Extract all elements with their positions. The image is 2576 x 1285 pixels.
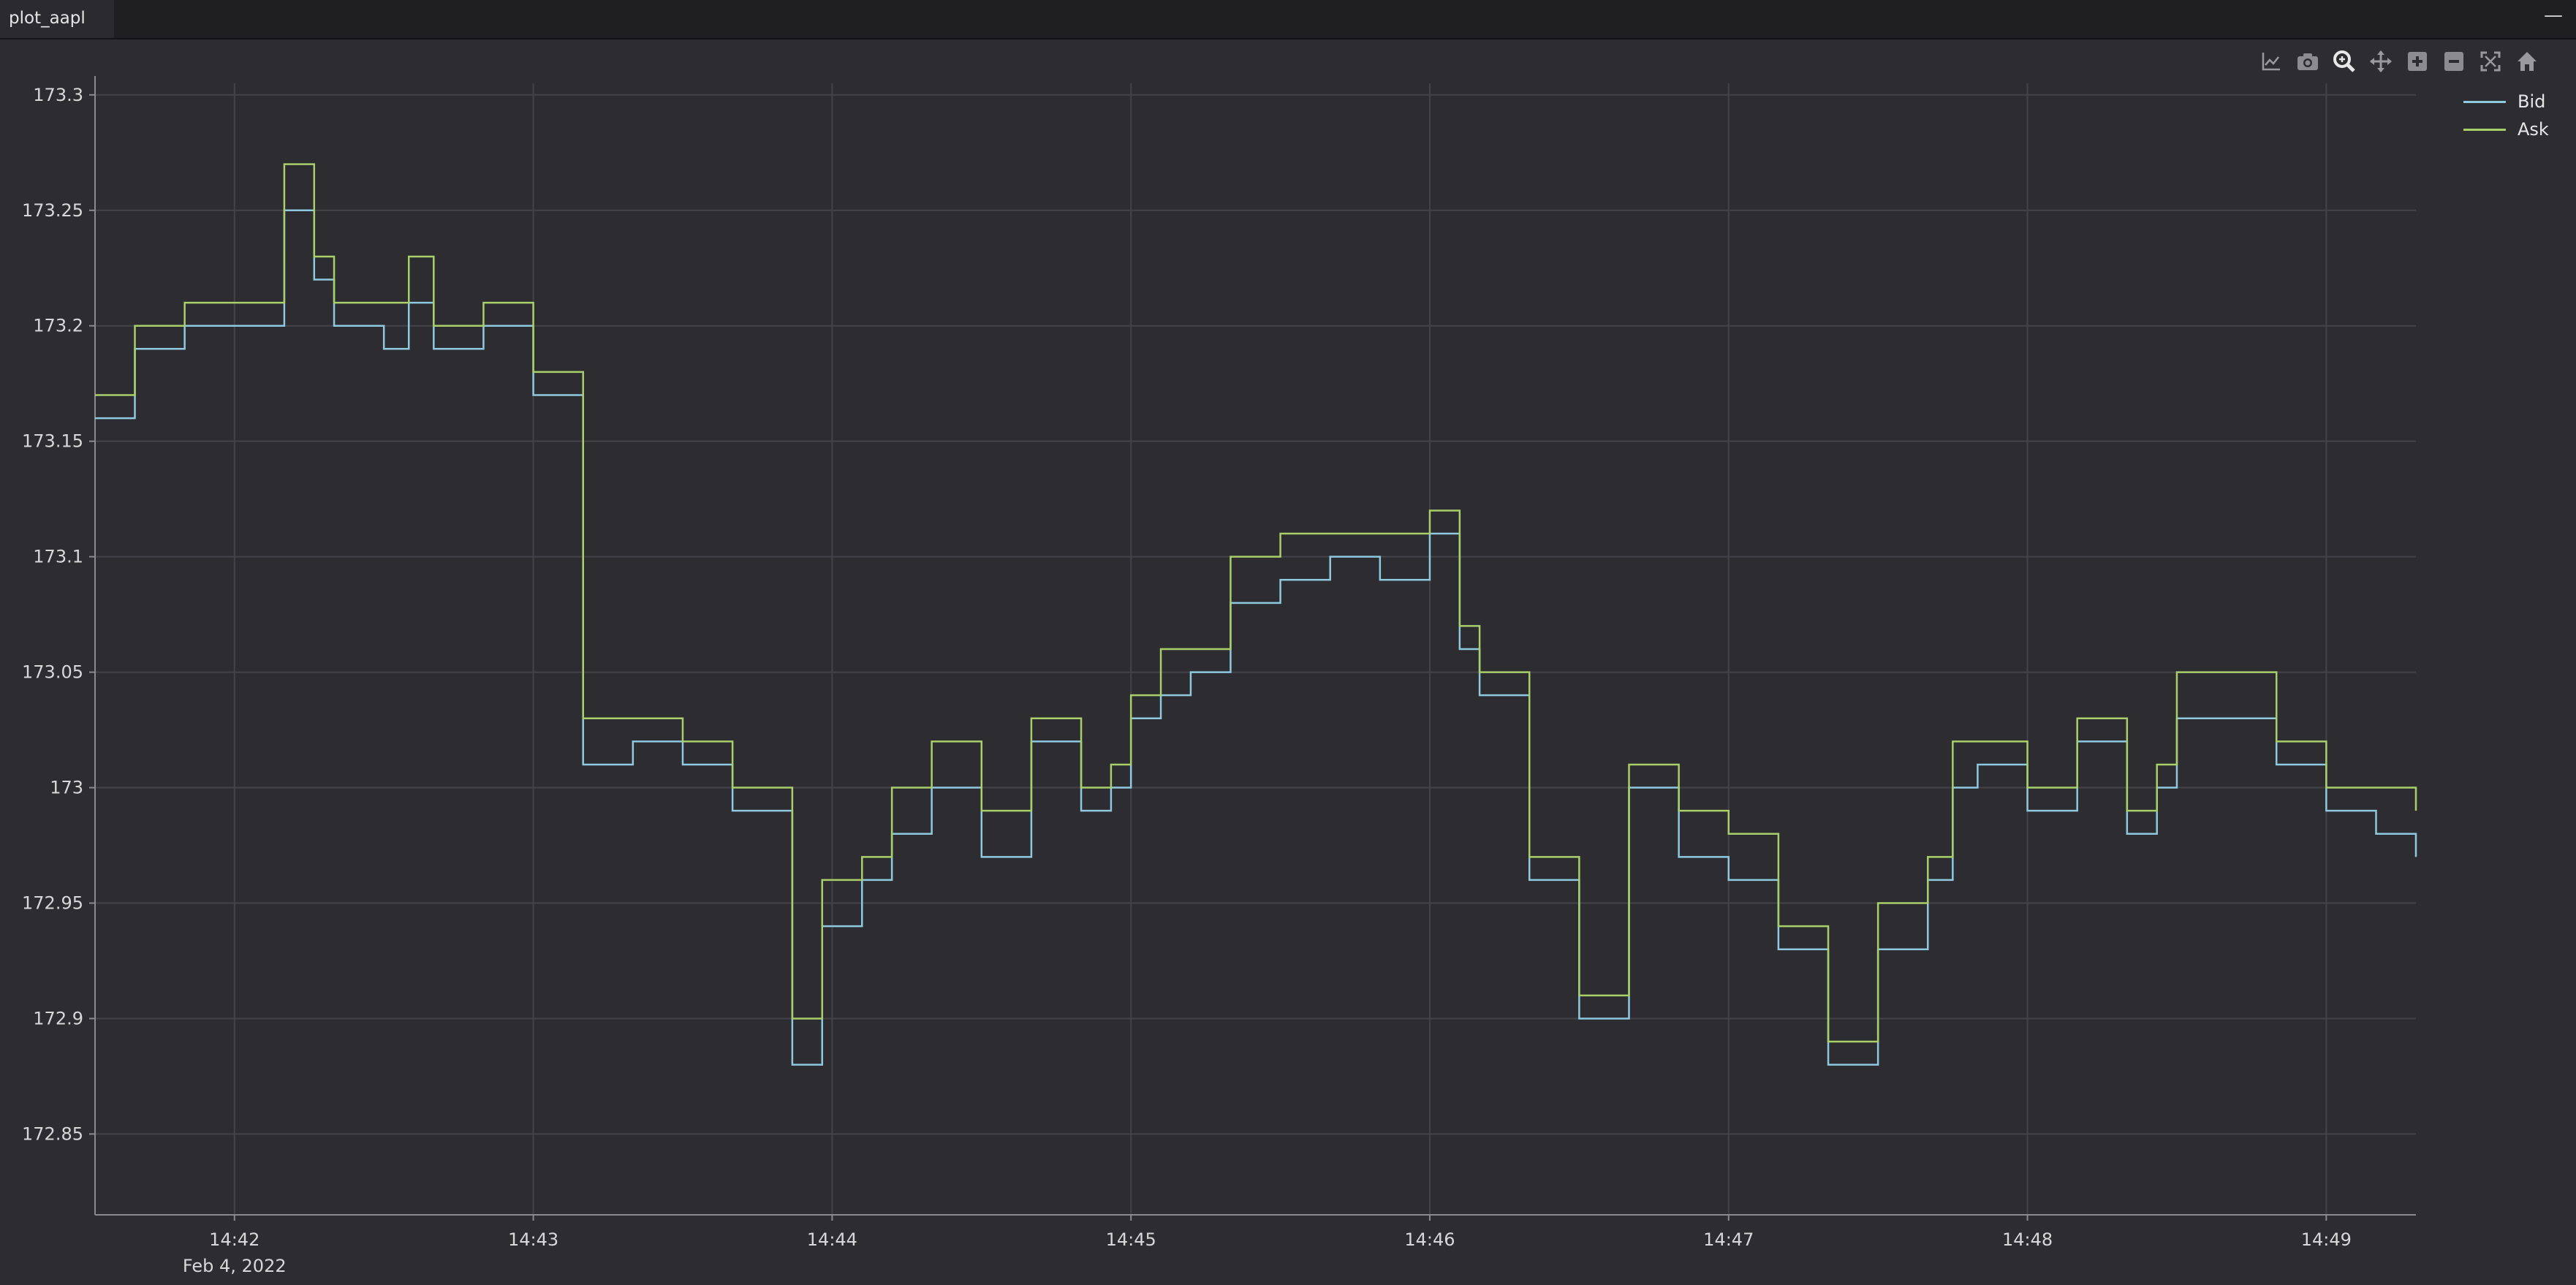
y-tick-label: 172.9	[33, 1008, 83, 1028]
y-tick-label: 172.85	[22, 1123, 83, 1144]
pan-icon	[2370, 50, 2392, 72]
legend-item-bid[interactable]: Bid	[2463, 88, 2549, 115]
legend-label-bid: Bid	[2518, 91, 2546, 112]
x-tick-label: 14:46	[1404, 1229, 1455, 1250]
home-icon	[2518, 52, 2537, 71]
x-tick-label: 14:45	[1106, 1229, 1156, 1250]
zoom-out-button[interactable]	[2438, 45, 2470, 77]
title-bar: plot_aapl —	[0, 0, 2576, 39]
home-button[interactable]	[2511, 45, 2543, 77]
y-tick-label: 173.05	[22, 662, 83, 683]
x-tick-label: 14:42	[209, 1229, 260, 1250]
x-tick-label: 14:43	[508, 1229, 558, 1250]
zoom-in-button[interactable]	[2401, 45, 2433, 77]
y-tick-label: 173	[50, 778, 83, 798]
y-tick-label: 172.95	[22, 893, 83, 914]
chart-legend: Bid Ask	[2463, 88, 2549, 143]
plot-toolbar	[2255, 45, 2547, 77]
legend-swatch-ask	[2463, 128, 2506, 131]
x-tick-label: 14:48	[2002, 1229, 2053, 1250]
x-tick-label: 14:49	[2301, 1229, 2352, 1250]
y-tick-label: 173.1	[33, 547, 83, 567]
y-tick-label: 173.2	[33, 316, 83, 336]
chart-axes	[89, 76, 2416, 1221]
zoom-tool-button[interactable]	[2328, 45, 2360, 77]
chart-options-button[interactable]	[2255, 45, 2287, 77]
y-tick-label: 173.25	[22, 200, 83, 221]
chart-grid	[95, 83, 2416, 1215]
camera-icon	[2297, 53, 2318, 70]
zoom-out-icon	[2444, 52, 2463, 71]
tab-plot-aapl[interactable]: plot_aapl	[0, 0, 114, 38]
chart-tick-labels: 173.3 173.25 173.2 173.15 173.1 173.05 173 172.…	[22, 85, 2352, 1276]
y-tick-label: 173.3	[33, 85, 83, 105]
fit-view-button[interactable]	[2474, 45, 2507, 77]
chart-series	[95, 163, 2417, 1066]
legend-swatch-bid	[2463, 100, 2506, 103]
legend-label-ask: Ask	[2518, 119, 2549, 140]
chart-options-icon	[2262, 53, 2280, 71]
pan-tool-button[interactable]	[2365, 45, 2397, 77]
legend-item-ask[interactable]: Ask	[2463, 115, 2549, 143]
minimize-button[interactable]: —	[2544, 4, 2563, 26]
x-tick-label: 14:47	[1703, 1229, 1754, 1250]
series-line-ask	[95, 163, 2417, 1043]
x-tick-label: 14:44	[807, 1229, 857, 1250]
series-line-bid	[95, 209, 2417, 1066]
price-chart[interactable]: 173.3 173.25 173.2 173.15 173.1 173.05 173 172.…	[0, 39, 2576, 1282]
screenshot-button[interactable]	[2292, 45, 2324, 77]
zoom-in-icon	[2408, 52, 2427, 71]
x-date-label: Feb 4, 2022	[183, 1256, 287, 1276]
fit-icon	[2480, 51, 2501, 72]
y-tick-label: 173.15	[22, 431, 83, 452]
zoom-icon	[2333, 50, 2355, 72]
